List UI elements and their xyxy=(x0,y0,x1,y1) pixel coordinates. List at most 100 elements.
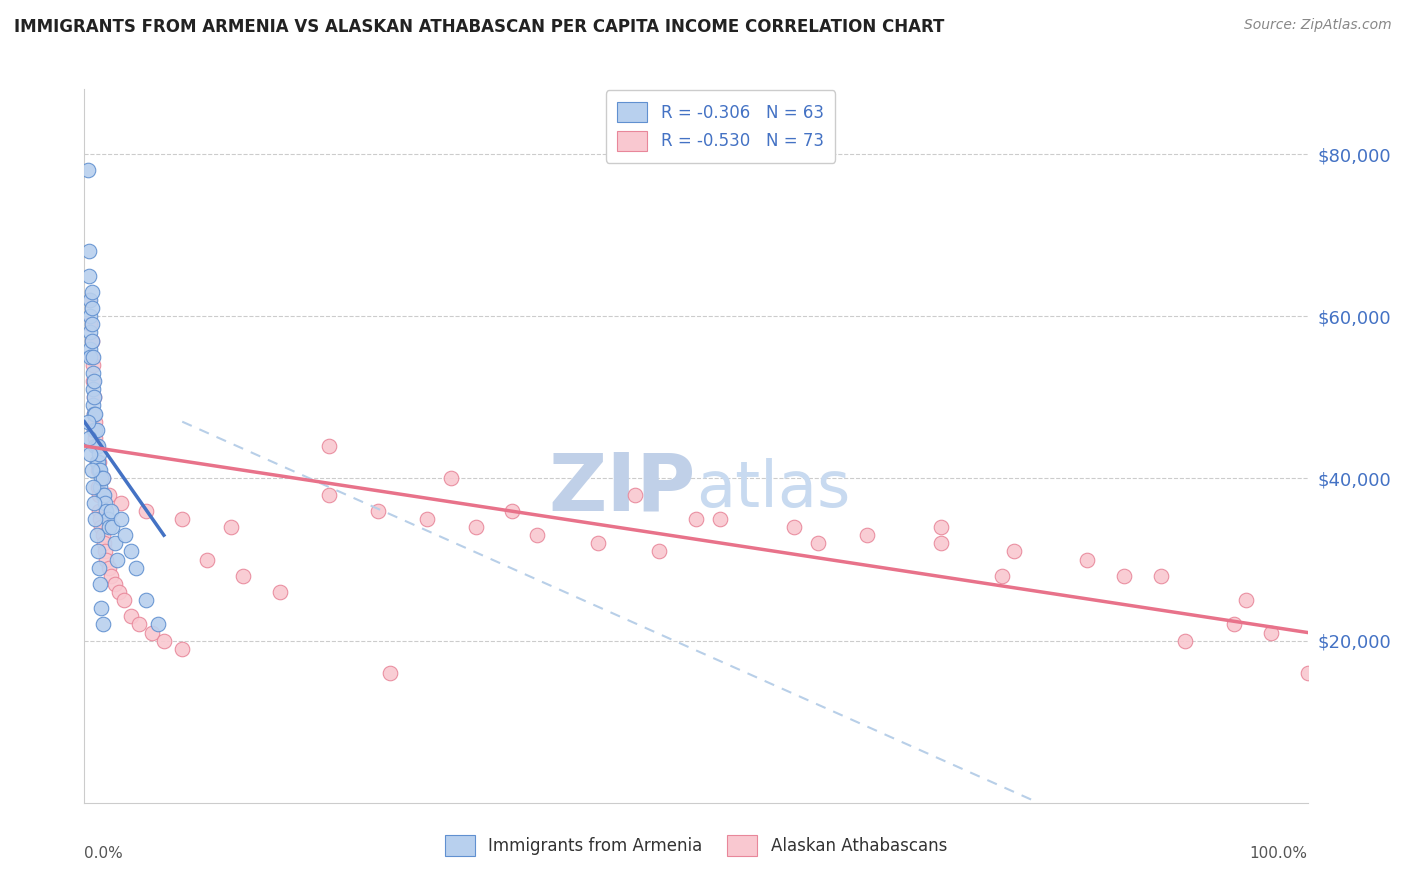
Point xyxy=(219,520,242,534)
Point xyxy=(91,488,114,502)
Point xyxy=(77,431,100,445)
Point xyxy=(87,504,110,518)
Point xyxy=(87,479,110,493)
Point xyxy=(526,528,548,542)
Point xyxy=(82,399,104,413)
Point xyxy=(87,455,110,469)
Point xyxy=(120,544,142,558)
Point xyxy=(84,407,107,421)
Point xyxy=(94,496,117,510)
Point xyxy=(89,479,111,493)
Point xyxy=(91,471,114,485)
Point xyxy=(77,268,100,283)
Point xyxy=(80,318,103,332)
Point xyxy=(79,342,101,356)
Point xyxy=(97,488,120,502)
Point xyxy=(80,301,103,315)
Point xyxy=(97,560,120,574)
Point xyxy=(77,163,100,178)
Point xyxy=(82,479,104,493)
Point xyxy=(86,423,108,437)
Point xyxy=(93,536,115,550)
Point xyxy=(87,544,110,558)
Point xyxy=(80,350,103,364)
Point xyxy=(80,334,103,348)
Point xyxy=(79,293,101,307)
Point xyxy=(232,568,254,582)
Point xyxy=(135,593,157,607)
Point xyxy=(84,423,107,437)
Point xyxy=(318,439,340,453)
Point xyxy=(856,528,879,542)
Point xyxy=(416,512,439,526)
Point xyxy=(172,641,194,656)
Point xyxy=(135,504,157,518)
Point xyxy=(83,374,105,388)
Point xyxy=(83,390,105,404)
Point xyxy=(89,463,111,477)
Point xyxy=(807,536,830,550)
Point xyxy=(90,471,112,485)
Point xyxy=(82,366,104,380)
Point xyxy=(110,496,132,510)
Point xyxy=(464,520,486,534)
Point xyxy=(83,390,105,404)
Point xyxy=(87,439,110,453)
Point xyxy=(172,512,194,526)
Point xyxy=(83,496,105,510)
Point xyxy=(110,512,132,526)
Point xyxy=(91,528,114,542)
Point xyxy=(86,455,108,469)
Point xyxy=(125,560,148,574)
Point xyxy=(1260,625,1282,640)
Point xyxy=(1296,666,1319,681)
Point xyxy=(89,512,111,526)
Point xyxy=(84,415,107,429)
Point xyxy=(100,504,122,518)
Point xyxy=(91,471,114,485)
Point xyxy=(77,293,100,307)
Point xyxy=(105,552,128,566)
Text: atlas: atlas xyxy=(696,458,851,520)
Point xyxy=(87,463,110,477)
Point xyxy=(83,423,105,437)
Point xyxy=(87,447,110,461)
Text: 0.0%: 0.0% xyxy=(84,846,124,861)
Point xyxy=(96,504,118,518)
Point xyxy=(97,520,120,534)
Point xyxy=(440,471,463,485)
Point xyxy=(1223,617,1246,632)
Point xyxy=(82,374,104,388)
Point xyxy=(1174,633,1197,648)
Point xyxy=(104,577,127,591)
Point xyxy=(97,512,120,526)
Point xyxy=(82,358,104,372)
Text: 100.0%: 100.0% xyxy=(1250,846,1308,861)
Point xyxy=(82,382,104,396)
Text: IMMIGRANTS FROM ARMENIA VS ALASKAN ATHABASCAN PER CAPITA INCOME CORRELATION CHAR: IMMIGRANTS FROM ARMENIA VS ALASKAN ATHAB… xyxy=(14,18,945,36)
Point xyxy=(82,350,104,364)
Point xyxy=(929,536,952,550)
Point xyxy=(153,633,176,648)
Point xyxy=(87,463,110,477)
Point xyxy=(128,617,150,632)
Text: Source: ZipAtlas.com: Source: ZipAtlas.com xyxy=(1244,18,1392,32)
Point xyxy=(79,310,101,324)
Point xyxy=(269,585,291,599)
Point xyxy=(112,593,135,607)
Point xyxy=(318,488,340,502)
Point xyxy=(783,520,806,534)
Point xyxy=(929,520,952,534)
Point xyxy=(120,609,142,624)
Point xyxy=(685,512,707,526)
Point xyxy=(84,512,107,526)
Point xyxy=(648,544,671,558)
Point xyxy=(991,568,1014,582)
Point xyxy=(79,326,101,340)
Point xyxy=(367,504,389,518)
Point xyxy=(1114,568,1136,582)
Point xyxy=(87,455,110,469)
Point xyxy=(79,350,101,364)
Point xyxy=(1076,552,1098,566)
Point xyxy=(80,285,103,299)
